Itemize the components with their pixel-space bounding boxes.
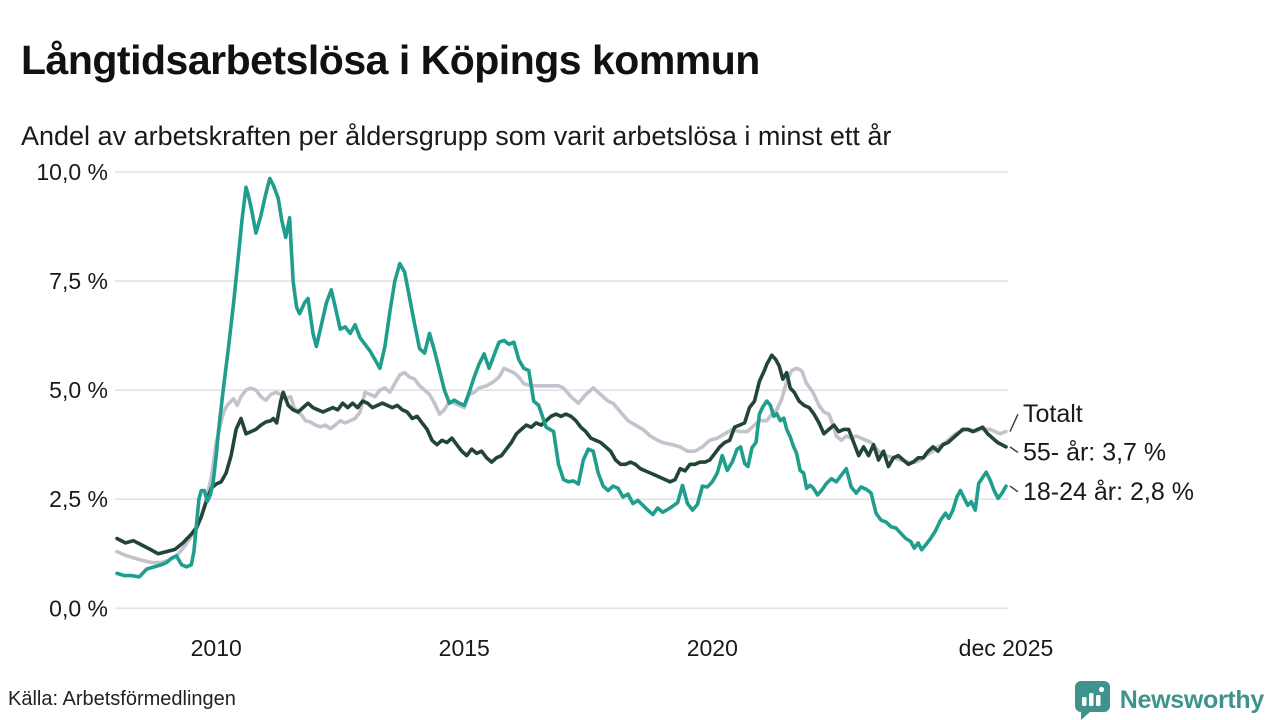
y-tick-label: 0,0 % xyxy=(49,595,108,621)
newsworthy-logo-icon xyxy=(1074,681,1110,720)
series-label-55- år: 55- år: 3,7 % xyxy=(1023,439,1166,467)
series-line-Totalt xyxy=(115,366,1008,565)
newsworthy-logo: Newsworthy xyxy=(1074,680,1264,720)
series-label-18-24 år: 18-24 år: 2,8 % xyxy=(1023,478,1194,506)
annotation-connector xyxy=(1009,446,1019,454)
x-tick-label: dec 2025 xyxy=(959,635,1054,661)
y-tick-label: 10,0 % xyxy=(36,159,108,185)
annotation-connector xyxy=(1009,413,1019,432)
x-tick-label: 2010 xyxy=(191,635,242,661)
x-tick-label: 2020 xyxy=(687,635,738,661)
source-caption: Källa: Arbetsförmedlingen xyxy=(8,688,236,710)
y-tick-label: 7,5 % xyxy=(49,268,108,294)
chart-subtitle: Andel av arbetskraften per åldersgrupp s… xyxy=(21,121,892,151)
x-tick-label: 2015 xyxy=(439,635,490,661)
series-line-55- år xyxy=(115,353,1008,556)
chart-title: Långtidsarbetslösa i Köpings kommun xyxy=(21,37,760,84)
y-tick-label: 2,5 % xyxy=(49,486,108,512)
y-tick-label: 5,0 % xyxy=(49,377,108,403)
series-label-Totalt: Totalt xyxy=(1023,400,1083,428)
newsworthy-logo-text: Newsworthy xyxy=(1119,685,1265,714)
annotation-connector xyxy=(1009,485,1019,493)
series-line-18-24 år xyxy=(115,176,1008,579)
